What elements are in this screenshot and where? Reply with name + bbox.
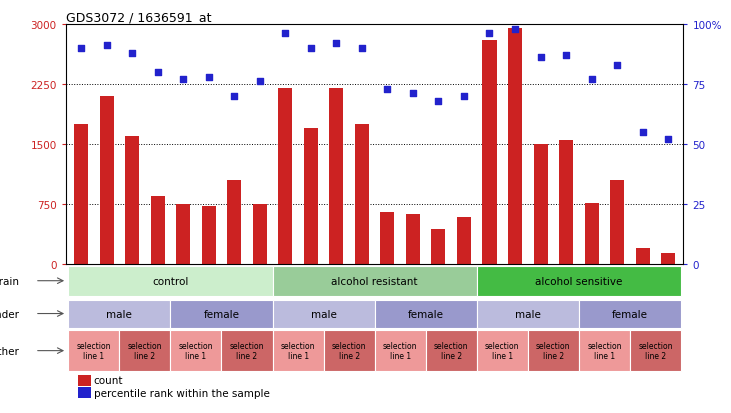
Point: [203, 74, 215, 81]
Text: selection
line 1: selection line 1: [383, 341, 417, 361]
Bar: [374, 301, 477, 328]
Text: count: count: [94, 375, 123, 385]
Text: selection
line 1: selection line 1: [77, 341, 111, 361]
Bar: [330, 88, 344, 264]
Bar: [151, 196, 164, 264]
Bar: [380, 213, 395, 264]
Point: [305, 45, 317, 52]
Bar: [374, 330, 425, 371]
Bar: [68, 301, 170, 328]
Bar: [68, 267, 273, 297]
Bar: [202, 206, 216, 264]
Point: [662, 136, 674, 143]
Point: [484, 31, 496, 38]
Bar: [99, 97, 113, 264]
Bar: [477, 330, 528, 371]
Bar: [661, 254, 675, 264]
Bar: [528, 330, 579, 371]
Point: [433, 98, 444, 104]
Point: [637, 129, 648, 136]
Bar: [304, 128, 318, 264]
Text: female: female: [612, 309, 648, 319]
Bar: [431, 230, 445, 264]
Bar: [227, 180, 241, 264]
Bar: [630, 330, 681, 371]
Text: selection
line 2: selection line 2: [536, 341, 571, 361]
Bar: [406, 214, 420, 264]
Point: [152, 69, 164, 76]
Text: male: male: [311, 309, 336, 319]
Text: selection
line 1: selection line 1: [178, 341, 213, 361]
Point: [560, 52, 572, 59]
Point: [407, 91, 419, 97]
Point: [254, 79, 265, 85]
Text: control: control: [152, 276, 189, 286]
Text: gender: gender: [0, 309, 20, 319]
Bar: [355, 124, 369, 264]
Bar: [324, 330, 374, 371]
Text: selection
line 2: selection line 2: [638, 341, 673, 361]
Text: selection
line 2: selection line 2: [230, 341, 265, 361]
Bar: [585, 203, 599, 264]
Text: female: female: [203, 309, 240, 319]
Text: alcohol sensitive: alcohol sensitive: [535, 276, 623, 286]
Bar: [170, 330, 221, 371]
Point: [382, 86, 393, 93]
Bar: [68, 330, 119, 371]
Point: [228, 93, 240, 100]
Point: [458, 93, 470, 100]
Text: alcohol resistant: alcohol resistant: [331, 276, 418, 286]
Text: selection
line 1: selection line 1: [485, 341, 520, 361]
Text: GDS3072 / 1636591_at: GDS3072 / 1636591_at: [66, 11, 211, 24]
Bar: [221, 330, 273, 371]
Bar: [508, 29, 522, 264]
Bar: [119, 330, 170, 371]
Bar: [610, 180, 624, 264]
Point: [75, 45, 87, 52]
Bar: [273, 267, 477, 297]
Bar: [176, 205, 190, 264]
Text: selection
line 1: selection line 1: [281, 341, 315, 361]
Bar: [482, 41, 496, 264]
Text: other: other: [0, 346, 20, 356]
Text: selection
line 2: selection line 2: [434, 341, 469, 361]
Bar: [253, 205, 267, 264]
Text: male: male: [515, 309, 541, 319]
Bar: [477, 301, 579, 328]
Bar: [636, 248, 650, 264]
Bar: [457, 218, 471, 264]
Bar: [534, 145, 548, 264]
Point: [534, 55, 546, 62]
Point: [611, 62, 623, 69]
Text: male: male: [107, 309, 132, 319]
Text: strain: strain: [0, 276, 20, 286]
Text: selection
line 2: selection line 2: [128, 341, 162, 361]
Text: selection
line 2: selection line 2: [332, 341, 366, 361]
Point: [356, 45, 368, 52]
Point: [330, 40, 342, 47]
Bar: [579, 330, 630, 371]
Bar: [273, 301, 374, 328]
Bar: [425, 330, 477, 371]
Bar: [74, 124, 88, 264]
Bar: [78, 387, 91, 398]
Point: [279, 31, 291, 38]
Text: percentile rank within the sample: percentile rank within the sample: [94, 388, 270, 398]
Text: female: female: [408, 309, 444, 319]
Point: [178, 76, 189, 83]
Bar: [279, 88, 292, 264]
Bar: [170, 301, 273, 328]
Point: [586, 76, 597, 83]
Bar: [78, 375, 91, 386]
Point: [101, 43, 113, 50]
Bar: [273, 330, 324, 371]
Bar: [125, 136, 139, 264]
Bar: [477, 267, 681, 297]
Bar: [559, 140, 573, 264]
Bar: [579, 301, 681, 328]
Point: [510, 26, 521, 33]
Point: [126, 50, 138, 57]
Text: selection
line 1: selection line 1: [587, 341, 621, 361]
